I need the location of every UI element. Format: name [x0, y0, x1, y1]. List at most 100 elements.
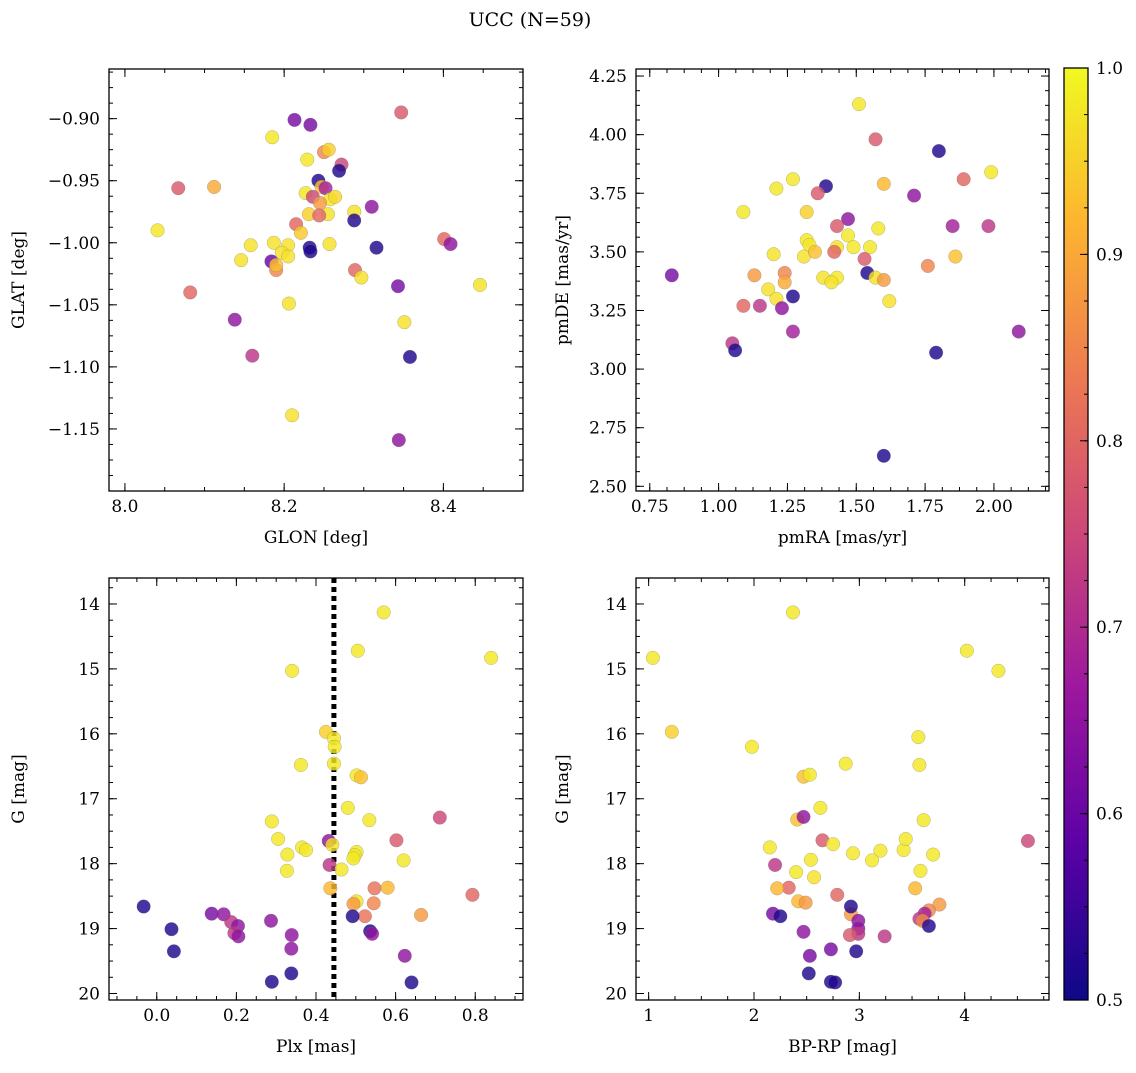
figure-suptitle: UCC (N=59) [469, 9, 592, 31]
scatter-point [744, 739, 759, 754]
scatter-point [796, 809, 811, 824]
y-tick-label: 3.00 [589, 360, 627, 380]
scatter-point [264, 974, 279, 989]
scatter-point [414, 907, 429, 922]
scatter-point [799, 205, 814, 220]
panel-plx-g: 0.0 0.2 0.4 0.6 0.8 14 15 16 17 18 19 20 Plx [mas] G … [9, 577, 524, 1057]
y-axis-label: G [mag] [553, 754, 573, 823]
x-axis-label: Plx [mas] [276, 1037, 356, 1057]
scatter-point [813, 800, 828, 815]
scatter-point [166, 944, 181, 959]
scatter-point [736, 298, 751, 313]
scatter-point [285, 663, 300, 678]
scatter-point [921, 918, 936, 933]
scatter-point [353, 770, 368, 785]
scatter-point [183, 285, 198, 300]
y-tick-label: −1.05 [48, 296, 100, 316]
scatter-point [271, 831, 286, 846]
scatter-point [171, 181, 186, 196]
scatter-point [827, 244, 842, 259]
scatter-point [803, 852, 818, 867]
colorbar-tick-label: 0.6 [1096, 805, 1123, 825]
y-tick-label: −0.95 [48, 172, 100, 192]
scatter-point [227, 312, 242, 327]
scatter-point [841, 228, 856, 243]
scatter-point [391, 279, 406, 294]
scatter-point [664, 724, 679, 739]
scatter-point [1011, 324, 1026, 339]
scatter-point [645, 650, 660, 665]
scatter-point [357, 909, 372, 924]
y-axis-label: pmDE [mas/yr] [553, 215, 573, 345]
scatter-point [443, 237, 458, 252]
panel-bprp-g: 1 2 3 4 14 15 16 17 18 19 20 BP-RP [mag] G [mag] [553, 577, 1050, 1057]
scatter-point [984, 165, 999, 180]
scatter-point [876, 176, 891, 191]
y-tick-label: 17 [78, 790, 100, 810]
scatter-point [785, 324, 800, 339]
scatter-point [287, 112, 302, 127]
scatter-point [852, 97, 867, 112]
y-tick-label: −1.10 [48, 358, 100, 378]
scatter-point [432, 810, 447, 825]
scatter-point [926, 847, 941, 862]
y-tick-label: −1.00 [48, 234, 100, 254]
x-tick-label: 2 [749, 1006, 760, 1026]
scatter-point [394, 105, 409, 120]
scatter-point [364, 199, 379, 214]
scatter-point [777, 275, 792, 290]
y-tick-label: 16 [605, 725, 627, 745]
y-tick-label: 15 [605, 660, 627, 680]
scatter-point [789, 865, 804, 880]
x-tick-label: 1.50 [837, 497, 875, 517]
y-tick-label: 19 [78, 920, 100, 940]
scatter-point [796, 924, 811, 939]
scatter-point [362, 813, 377, 828]
axes-frame [635, 68, 1050, 492]
y-tick-label: 18 [78, 855, 100, 875]
panel-pmra-pmde: 0.75 1.00 1.25 1.50 1.75 2.00 2.50 2.75 3.00 3.25… [553, 67, 1050, 548]
scatter-point [907, 188, 922, 203]
scatter-point [882, 294, 897, 309]
scatter-point [728, 343, 743, 358]
scatter-point [380, 880, 395, 895]
x-axis-label: pmRA [mas/yr] [778, 528, 907, 548]
scatter-point [849, 944, 864, 959]
y-tick-label: 3.25 [589, 301, 627, 321]
x-tick-label: 8.2 [271, 497, 298, 517]
y-tick-label: 3.75 [589, 184, 627, 204]
scatter-point [807, 244, 822, 259]
scatter-point [243, 238, 258, 253]
scatter-point [865, 853, 880, 868]
scatter-point [664, 268, 679, 283]
scatter-point [323, 881, 338, 896]
scatter-point [752, 298, 767, 313]
x-tick-label: 1.75 [906, 497, 944, 517]
scatter-point [807, 870, 822, 885]
scatter-point [312, 208, 327, 223]
scatter-point [945, 219, 960, 234]
scatter-point [303, 117, 318, 132]
scatter-point [876, 273, 891, 288]
scatter-point [801, 966, 816, 981]
scatter-point [376, 605, 391, 620]
scatter-point [991, 663, 1006, 678]
x-tick-label: 1.00 [700, 497, 738, 517]
scatter-point [150, 223, 165, 238]
colorbar-frame [1063, 67, 1089, 1001]
scatter-point [857, 251, 872, 266]
scatter-point [245, 348, 260, 363]
y-tick-label: 17 [605, 790, 627, 810]
colorbar-tick-label: 1.0 [1096, 59, 1123, 79]
scatter-point [774, 301, 789, 316]
scatter-point [303, 244, 318, 259]
scatter-point [770, 881, 785, 896]
scatter-point [863, 240, 878, 255]
y-axis-label: GLAT [deg] [9, 231, 29, 329]
x-tick-label: 0.4 [302, 1006, 329, 1026]
scatter-point [916, 813, 931, 828]
scatter-point [281, 296, 296, 311]
scatter-point [397, 315, 412, 330]
